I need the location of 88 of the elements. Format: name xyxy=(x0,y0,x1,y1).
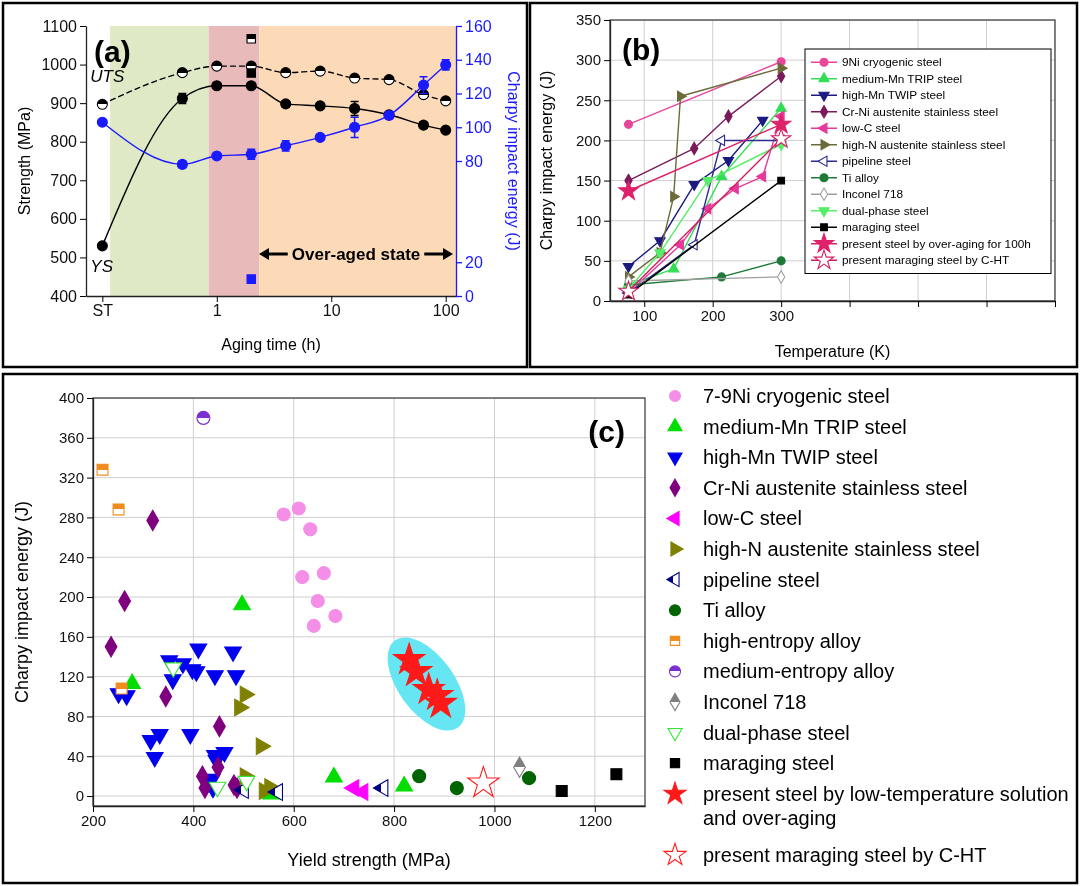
chart-title: (a) xyxy=(94,35,131,68)
y-tick-label: 1000 xyxy=(41,56,78,74)
legend-label: low-C steel xyxy=(842,121,901,136)
y-tick-label: 150 xyxy=(575,171,601,189)
legend-label: high-Mn TWIP steel xyxy=(842,88,946,103)
y-tick-label: 500 xyxy=(50,249,78,267)
x-axis-title: Temperature (K) xyxy=(774,343,891,360)
y2-axis-title: Charpy impact energy (J) xyxy=(505,71,523,251)
legend-label: maraging steel xyxy=(842,220,920,235)
legend-label: 9Ni cryogenic steel xyxy=(842,55,942,70)
y-tick-label: 120 xyxy=(58,667,84,685)
y-tick-label: 320 xyxy=(58,468,84,486)
y-tick-label: 40 xyxy=(67,747,84,765)
y2-tick-label: 0 xyxy=(465,287,474,305)
x-axis-title: Aging time (h) xyxy=(221,336,321,353)
y-tick-label: 50 xyxy=(584,252,601,270)
y-axis-title: Charpy impact energy (J) xyxy=(12,500,33,704)
x-tick-label: 200 xyxy=(80,811,107,829)
x-tick-label: ST xyxy=(92,302,114,320)
x-tick-label: 10 xyxy=(322,302,341,320)
y-tick-label: 200 xyxy=(575,131,601,149)
y2-tick-label: 120 xyxy=(465,85,492,103)
x-tick-label: 200 xyxy=(700,306,726,324)
legend-label: Cr-Ni austenite stainless steel xyxy=(703,476,968,499)
legend-label: high-Mn TWIP steel xyxy=(703,446,878,469)
x-tick-label: 400 xyxy=(181,811,207,829)
y-tick-label: 350 xyxy=(575,11,601,29)
y-tick-label: 100 xyxy=(575,212,601,230)
legend-label: dual-phase steel xyxy=(842,203,929,218)
legend-label: high-entropy alloy xyxy=(703,629,861,652)
y-tick-label: 900 xyxy=(50,94,78,112)
legend-label: medium-Mn TRIP steel xyxy=(842,71,963,86)
y2-tick-label: 140 xyxy=(465,51,492,69)
x-tick-label: 100 xyxy=(432,302,460,320)
x-tick-label: 300 xyxy=(769,306,795,324)
y-tick-label: 300 xyxy=(575,51,601,69)
x-tick-label: 1 xyxy=(212,302,222,320)
legend-label: Ti alloy xyxy=(703,599,766,622)
y-tick-label: 280 xyxy=(58,508,84,526)
x-tick-label: 100 xyxy=(632,306,658,324)
y2-tick-label: 80 xyxy=(465,152,483,170)
legend-label: Ti alloy xyxy=(842,170,880,185)
x-tick-label: 800 xyxy=(382,811,408,829)
y-tick-label: 250 xyxy=(575,91,601,109)
y-tick-label: 0 xyxy=(592,292,601,310)
y2-tick-label: 20 xyxy=(465,253,483,271)
y-tick-label: 400 xyxy=(58,389,84,407)
legend-label: present maraging steel by C-HT xyxy=(703,844,987,866)
legend-label: medium-Mn TRIP steel xyxy=(703,415,907,438)
y2-tick-label: 100 xyxy=(465,118,492,136)
y-tick-label: 240 xyxy=(58,548,84,566)
legend-label: pipeline steel xyxy=(703,568,820,591)
legend-label: 7-9Ni cryogenic steel xyxy=(703,385,890,407)
series-label: YS xyxy=(90,256,114,276)
series-label: UTS xyxy=(90,67,125,87)
y-tick-label: 360 xyxy=(58,429,84,447)
legend-label: Cr-Ni austenite stainless steel xyxy=(842,104,999,119)
legend-label: present steel by over-aging for 100h xyxy=(842,236,1031,251)
y-axis-title: Strength (MPa) xyxy=(15,106,33,216)
y2-tick-label: 160 xyxy=(465,17,492,35)
legend-label: medium-entropy alloy xyxy=(703,660,895,683)
annotation: Over-aged state xyxy=(291,244,421,264)
legend-label: high-N austenite stainless steel xyxy=(703,538,980,560)
text: (c) xyxy=(588,415,625,448)
x-axis-title: Yield strength (MPa) xyxy=(287,850,451,870)
legend-label: dual-phase steel xyxy=(703,721,850,744)
legend-label: high-N austenite stainless steel xyxy=(842,137,1006,152)
legend-label: present maraging steel by C-HT xyxy=(842,253,1010,268)
y-tick-label: 800 xyxy=(50,133,78,151)
y-tick-label: 0 xyxy=(75,787,84,805)
legend-label: maraging steel xyxy=(703,752,835,775)
y-tick-label: 400 xyxy=(50,287,78,305)
legend-label: low-C steel xyxy=(703,507,802,530)
legend-label: Inconel 718 xyxy=(842,187,904,202)
y-tick-label: 160 xyxy=(58,628,84,646)
x-tick-label: 1200 xyxy=(578,811,613,829)
y-axis-title: Charpy impact energy (J) xyxy=(537,70,555,251)
legend-label: pipeline steel xyxy=(842,154,911,169)
y-tick-label: 700 xyxy=(50,171,78,189)
x-tick-label: 1000 xyxy=(478,811,512,829)
y-tick-label: 80 xyxy=(67,707,84,725)
chart-title: (b) xyxy=(622,33,661,66)
y-tick-label: 1100 xyxy=(42,17,78,35)
x-tick-label: 600 xyxy=(281,811,307,829)
legend-label: present steel by low-temperature solution and over-aging xyxy=(703,782,1069,829)
y-tick-label: 600 xyxy=(50,210,78,228)
legend-label: Inconel 718 xyxy=(703,691,807,713)
y-tick-label: 200 xyxy=(58,588,84,606)
